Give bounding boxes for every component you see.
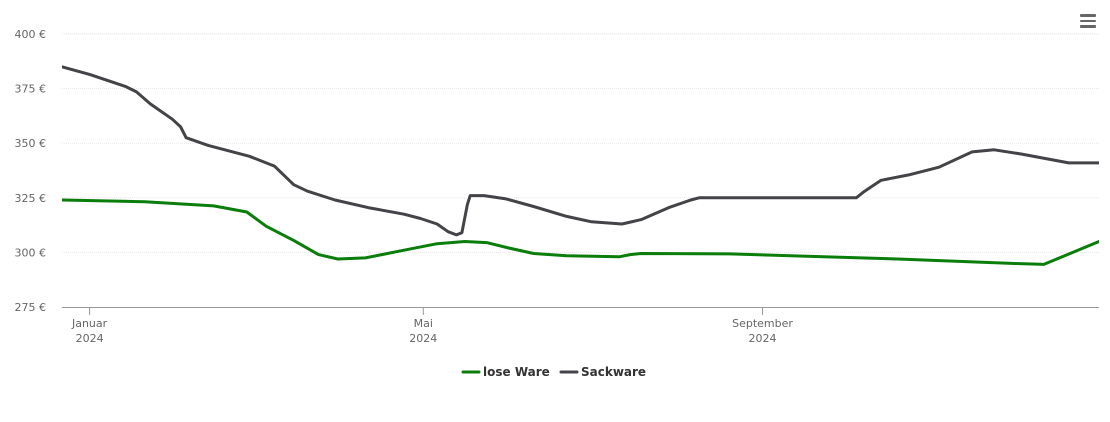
x-tick-label-year: 2024 — [749, 332, 777, 345]
series-line-lose-ware — [62, 198, 1099, 266]
y-tick-label: 275 € — [15, 301, 47, 314]
x-tick-label: September — [732, 317, 793, 330]
y-tick-label: 375 € — [15, 83, 47, 96]
legend-item-sackware[interactable]: Sackware — [559, 365, 646, 379]
y-tick-label: 325 € — [15, 192, 47, 205]
x-tick-label: Mai — [414, 317, 433, 330]
y-tick-label: 300 € — [15, 246, 47, 259]
x-axis: Januar 2024 Mai 2024 September 2024 — [62, 307, 1099, 345]
hamburger-menu-icon-bar — [1080, 25, 1096, 28]
legend-label: Sackware — [581, 365, 646, 379]
x-tick-label: Januar — [71, 317, 108, 330]
grid-lines — [62, 33, 1099, 253]
series-line-sackware — [62, 65, 1099, 237]
hamburger-menu-icon-bar — [1080, 19, 1096, 22]
legend-label: lose Ware — [483, 365, 550, 379]
y-tick-label: 350 € — [15, 137, 47, 150]
x-tick-label-year: 2024 — [409, 332, 437, 345]
legend-item-lose-ware[interactable]: lose Ware — [461, 365, 550, 379]
y-tick-label: 400 € — [15, 28, 47, 41]
legend: lose Ware Sackware — [461, 365, 646, 379]
x-tick-label-year: 2024 — [76, 332, 104, 345]
chart-menu-button[interactable] — [1074, 10, 1102, 34]
series-group — [62, 65, 1099, 266]
y-axis: 275 € 300 € 325 € 350 € 375 € 400 € — [15, 28, 47, 314]
hamburger-menu-icon — [1080, 14, 1096, 17]
